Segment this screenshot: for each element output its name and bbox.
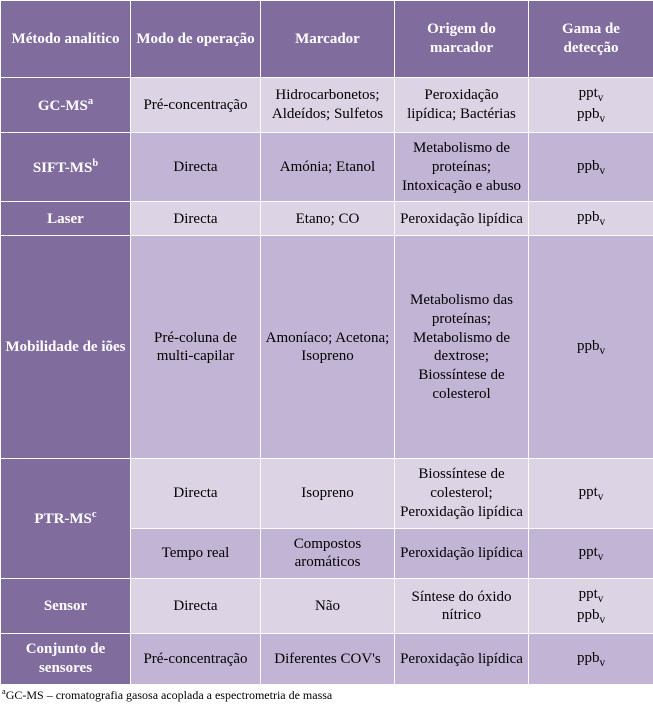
table-row: Mobilidade de iões Pré-coluna de multi-c… [1,236,653,459]
cell-range: ppbv [529,634,653,685]
cell-method: Conjunto de sensores [1,634,131,685]
cell-mode: Pré-concentração [131,78,261,133]
cell-marker: Etano; CO [261,202,395,236]
cell-mode: Pré-coluna de multi-capilar [131,236,261,459]
cell-range: ppbv [529,202,653,236]
table-row: Laser Directa Etano; CO Peroxidação lipí… [1,202,653,236]
cell-mode: Tempo real [131,528,261,579]
table-row: GC-MSa Pré-concentração Hidrocarbonetos;… [1,78,653,133]
cell-range: pptv [529,528,653,579]
cell-method: PTR-MSc [1,459,131,579]
cell-mode: Directa [131,202,261,236]
cell-mode: Directa [131,133,261,202]
cell-marker: Compostos aromáticos [261,528,395,579]
cell-mode: Directa [131,579,261,634]
cell-mode: Directa [131,459,261,528]
cell-marker: Amónia; Etanol [261,133,395,202]
cell-method: Sensor [1,579,131,634]
cell-origin: Peroxidação lipídica [395,528,529,579]
header-marker: Marcador [261,1,395,78]
cell-mode: Pré-concentração [131,634,261,685]
cell-origin: Metabolismo de proteínas; Intoxicação e … [395,133,529,202]
cell-marker: Diferentes COV's [261,634,395,685]
cell-marker: Não [261,579,395,634]
cell-origin: Síntese do óxido nítrico [395,579,529,634]
header-origin: Origem do marcador [395,1,529,78]
cell-origin: Peroxidação lipídica [395,202,529,236]
cell-method: SIFT-MSb [1,133,131,202]
cell-range: pptv [529,459,653,528]
header-range: Gama de detecção [529,1,653,78]
table-row: Conjunto de sensores Pré-concentração Di… [1,634,653,685]
footnote: aGC-MS – cromatografia gasosa acoplada a… [0,685,653,703]
table-row: SIFT-MSb Directa Amónia; Etanol Metaboli… [1,133,653,202]
cell-method: Mobilidade de iões [1,236,131,459]
cell-origin: Peroxidação lipídica; Bactérias [395,78,529,133]
cell-origin: Biossíntese de colesterol; Peroxidação l… [395,459,529,528]
table-header-row: Método analítico Modo de operação Marcad… [1,1,653,78]
cell-range: pptvppbv [529,78,653,133]
cell-marker: Hidrocarbonetos; Aldeídos; Sulfetos [261,78,395,133]
header-mode: Modo de operação [131,1,261,78]
cell-range: ppbv [529,133,653,202]
table-row: Sensor Directa Não Síntese do óxido nítr… [1,579,653,634]
cell-method: Laser [1,202,131,236]
cell-marker: Amoníaco; Acetona; Isopreno [261,236,395,459]
cell-origin: Peroxidação lipídica [395,634,529,685]
cell-marker: Isopreno [261,459,395,528]
header-method: Método analítico [1,1,131,78]
methods-table: Método analítico Modo de operação Marcad… [0,0,653,685]
cell-origin: Metabolismo das proteínas; Metabolismo d… [395,236,529,459]
table-row: PTR-MSc Directa Isopreno Biossíntese de … [1,459,653,528]
cell-range: ppbv [529,236,653,459]
cell-method: GC-MSa [1,78,131,133]
cell-range: pptvppbv [529,579,653,634]
